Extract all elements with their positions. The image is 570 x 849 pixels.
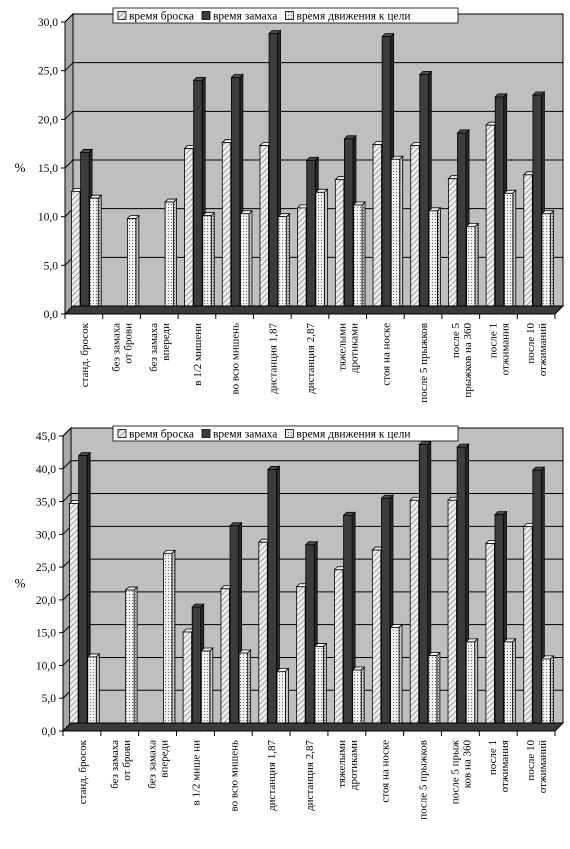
chart-2-category-label: стоя на носке	[380, 740, 392, 803]
chart-2-legend-swatch-2	[201, 429, 211, 438]
chart-2-ytick-label: 45,0	[36, 431, 56, 443]
chart-2-category-label: без замахаот брови	[109, 740, 133, 789]
chart-1-category-label: во всю мишень	[230, 323, 242, 394]
chart-1-category-label: в 1/2 мишени	[192, 323, 204, 386]
chart-1-category-label: станд. бросок	[79, 322, 91, 387]
chart-2-bar-3-6	[276, 667, 290, 732]
chart-2-ytick-label: 40,0	[36, 464, 56, 476]
chart-1-bar-3-8	[352, 201, 367, 315]
chart-2-legend-label-1: время броска	[129, 429, 194, 441]
chart-1-gridline	[64, 110, 563, 120]
chart-2-category-label: дистанция 1,87	[266, 740, 278, 811]
chart-1-legend-label-3: время движения к цели	[296, 11, 410, 23]
chart-1-category-label: без замахаот брови	[111, 323, 135, 372]
chart-1-ytick-label: 5,0	[44, 260, 59, 272]
chart-1-ylabel: %	[15, 160, 26, 175]
chart-1-bar-3-9	[390, 155, 404, 315]
chart-1-legend-swatch-1	[117, 11, 127, 20]
chart-1-category-label: стоя на носке	[380, 323, 392, 386]
chart-2-category-label: дистанция 2,87	[304, 740, 316, 811]
chart-1-category-label: после 10отжиманий	[525, 323, 549, 377]
chart-1-bar-3-11	[465, 222, 480, 315]
chart-2-ytick-label: 20,0	[36, 595, 56, 607]
chart-1: 0,0 5,0 10,0 15,0 20,0 25,0 30,0% станд. бросок…	[0, 0, 570, 420]
chart-1-legend: время броска время замаха время движения к…	[112, 7, 459, 24]
chart-2-category-label: без замахавпереди	[147, 740, 171, 789]
chart-1-category-label: после 5прыжков на 360	[450, 323, 474, 398]
chart-2-bar-3-8	[351, 666, 366, 732]
chart-1-gridline	[64, 62, 563, 72]
chart-1-ytick-label: 30,0	[38, 17, 58, 29]
chart-2-ylabel: %	[15, 576, 26, 591]
chart-1-category-label: после 1отжимания	[487, 323, 511, 375]
chart-2-legend-swatch-1	[117, 429, 127, 438]
chart-2-gridline	[62, 493, 563, 502]
chart-1-bar-3-13	[541, 209, 555, 315]
chart-1-category-label: без замахавпереди	[148, 323, 172, 372]
chart-1-category-label: тяжелымидротиками	[337, 323, 361, 373]
chart-2-legend: время броска время замаха время движения к…	[112, 425, 459, 442]
chart-1-bar-3-4	[201, 211, 216, 315]
chart-2-category-label: после 5 прыжков на 360	[449, 740, 473, 805]
chart-1-svg: 0,0 5,0 10,0 15,0 20,0 25,0 30,0% станд. бросок…	[15, 7, 565, 403]
chart-1-bar-3-10	[427, 206, 442, 315]
chart-2-bar-3-3	[162, 549, 176, 732]
chart-1-ytick-label: 10,0	[38, 212, 58, 224]
chart-2-ytick-label: 25,0	[36, 562, 56, 574]
chart-2-category-label: в 1/2 мише ни	[190, 740, 202, 806]
chart-2-ytick-label: 30,0	[36, 529, 56, 541]
chart-1-bar-3-2	[126, 214, 140, 315]
chart-2-bar-3-2	[124, 586, 139, 732]
chart-2-bar-3-7	[313, 642, 328, 732]
chart-1-bar-3-3	[164, 198, 178, 315]
chart-1-category-label: дистанция 2,87	[305, 323, 317, 394]
chart-2-category-label: во всю мишень	[228, 740, 240, 811]
chart-1-legend-swatch-2	[201, 11, 211, 20]
chart-2-category-label: станд. бросок	[77, 739, 89, 804]
chart-1-ytick-label: 15,0	[38, 163, 58, 175]
chart-2-legend-swatch-3	[284, 429, 294, 438]
chart-2-bar-3-5	[238, 649, 252, 732]
chart-2-gridline	[62, 460, 563, 470]
chart-1-ytick-label: 0,0	[44, 309, 59, 321]
chart-2-bar-3-9	[389, 623, 404, 732]
chart-1-legend-swatch-3	[284, 11, 294, 20]
chart-1-legend-label-2: время замаха	[213, 11, 277, 23]
chart-2-bar-3-11	[465, 637, 479, 732]
chart-1-bar-3-7	[314, 188, 329, 315]
chart-2-ytick-label: 15,0	[36, 628, 56, 640]
chart-2-floor	[61, 722, 565, 732]
chart-2-category-label: после 5 прыжков	[418, 740, 430, 820]
chart-2-svg: 0,0 5,0 10,0 15,0 20,0 25,0 30,0 35,0 40,0 45,0% с…	[15, 425, 565, 820]
chart-1-floor	[63, 305, 565, 315]
chart-2-category-label: тяжелымидротиками	[336, 740, 360, 790]
chart-1-ytick-label: 20,0	[38, 114, 58, 126]
chart-2-category-label: после 10отжиманий	[525, 740, 549, 794]
chart-2-ytick-label: 5,0	[42, 693, 57, 705]
chart-2: 0,0 5,0 10,0 15,0 20,0 25,0 30,0 35,0 40,0 45,0% с…	[0, 420, 570, 849]
chart-1-ytick-label: 25,0	[38, 66, 58, 78]
chart-1-category-label: дистанция 1,87	[267, 323, 279, 394]
chart-2-legend-label-2: время замаха	[213, 429, 277, 441]
chart-1-bar-3-12	[503, 189, 517, 315]
chart-2-bar-3-10	[427, 651, 441, 732]
chart-1-bar-3-5	[239, 209, 253, 315]
chart-2-ytick-label: 35,0	[36, 497, 56, 509]
chart-2-category-label: после 1отжимания	[487, 740, 511, 792]
chart-1-bar-3-6	[277, 212, 291, 315]
chart-2-bar-3-4	[200, 647, 214, 732]
chart-2-bar-3-1	[86, 652, 101, 732]
chart-2-bar-3-13	[540, 654, 555, 732]
chart-2-ytick-label: 10,0	[36, 660, 56, 672]
chart-1-legend-label-1: время броска	[129, 11, 194, 23]
chart-2-legend-label-3: время движения к цели	[296, 429, 410, 441]
chart-2-bar-3-12	[503, 637, 517, 732]
chart-1-bar-3-1	[88, 194, 103, 315]
chart-1-category-label: после 5 прыжков	[418, 323, 430, 403]
chart-2-ytick-label: 0,0	[42, 726, 57, 738]
